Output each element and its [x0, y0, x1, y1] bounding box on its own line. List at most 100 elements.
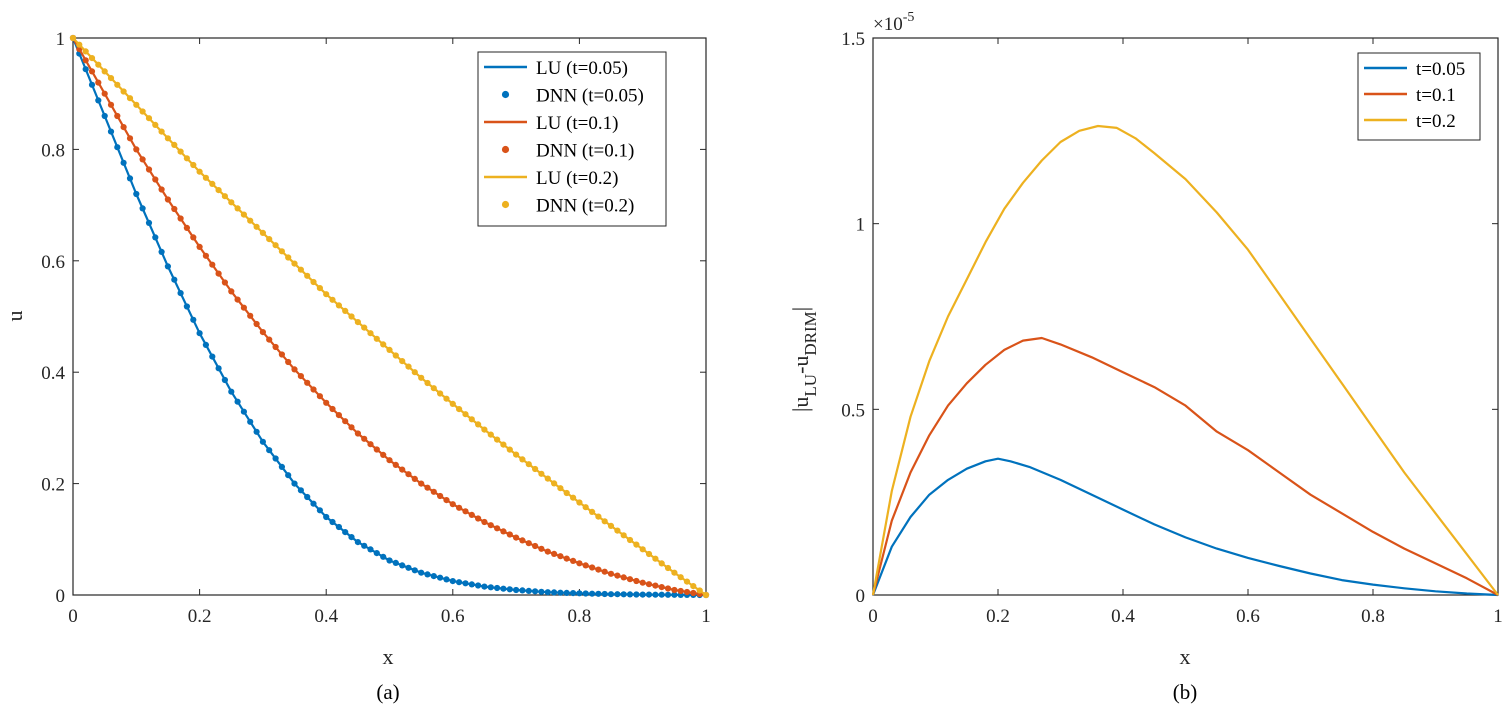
legend-entry-label: LU (t=0.2)	[536, 168, 618, 189]
data-point	[88, 55, 96, 62]
data-point	[114, 112, 121, 120]
data-point	[202, 174, 209, 181]
data-point	[285, 472, 292, 479]
data-point	[120, 88, 127, 95]
data-point	[152, 121, 159, 128]
data-point	[494, 584, 501, 592]
data-point	[247, 418, 254, 425]
series-dots-a-3	[69, 34, 710, 599]
data-point	[513, 451, 520, 458]
data-point	[589, 508, 596, 515]
data-point	[152, 234, 159, 241]
data-point	[677, 587, 684, 595]
exponent-power: -5	[903, 10, 915, 25]
data-point	[380, 341, 387, 348]
data-point	[538, 545, 545, 552]
data-point	[456, 579, 463, 586]
data-point	[228, 288, 235, 295]
data-point	[468, 511, 475, 518]
data-point	[253, 223, 260, 230]
data-point	[626, 536, 634, 544]
data-point	[82, 57, 89, 64]
data-point	[614, 572, 621, 579]
data-point	[240, 211, 247, 218]
x-tick-label: 0	[68, 606, 78, 627]
y-tick-label: 0.5	[841, 400, 865, 421]
data-point	[164, 196, 171, 203]
data-point	[500, 585, 507, 592]
data-point	[323, 399, 330, 406]
data-point	[310, 386, 317, 393]
data-point	[538, 588, 545, 595]
data-point	[171, 205, 178, 213]
data-point	[76, 41, 83, 48]
data-point	[82, 48, 89, 55]
legend-entry-label: t=0.05	[1416, 59, 1465, 80]
data-point	[164, 135, 171, 142]
data-point	[373, 550, 380, 557]
data-point	[557, 553, 564, 560]
panel-b-legend: t=0.05 t=0.1 t=0.2	[1357, 52, 1481, 141]
data-point	[367, 330, 374, 337]
data-point	[323, 513, 330, 521]
y-tick-label: 0.8	[41, 140, 65, 161]
legend-entry-label: DNN (t=0.2)	[536, 196, 634, 217]
data-point	[658, 591, 665, 598]
ylabel-part-3: |	[788, 307, 813, 311]
data-point	[487, 431, 494, 438]
data-point	[145, 166, 153, 173]
data-point	[620, 532, 627, 539]
legend-entry-label: DNN (t=0.1)	[536, 141, 634, 162]
data-point	[259, 438, 266, 445]
data-point	[171, 276, 178, 283]
data-point	[437, 492, 444, 500]
data-point	[101, 90, 108, 97]
data-point	[462, 580, 469, 587]
x-tick-label: 0.2	[188, 606, 212, 627]
data-point	[645, 550, 653, 558]
data-point	[532, 542, 539, 550]
ylabel-sub-drim: DRIM	[801, 311, 820, 355]
series-dots-a-5	[69, 34, 710, 599]
data-point	[234, 398, 241, 405]
data-point	[272, 242, 279, 249]
data-point	[190, 161, 197, 169]
data-point	[335, 302, 342, 309]
data-point	[380, 451, 387, 458]
data-point	[683, 588, 691, 596]
data-point	[532, 465, 539, 473]
data-point	[544, 589, 551, 596]
series-dots-a-1	[69, 34, 710, 599]
data-point	[304, 379, 311, 386]
data-point	[183, 224, 190, 231]
data-point	[69, 34, 77, 42]
data-point	[240, 304, 247, 311]
data-point	[354, 539, 361, 546]
data-point	[513, 534, 520, 541]
data-point	[95, 61, 102, 68]
data-point	[551, 550, 558, 558]
data-point	[114, 81, 121, 88]
data-point	[278, 463, 285, 470]
data-point	[164, 263, 171, 270]
data-point	[247, 217, 254, 224]
legend-box	[477, 51, 667, 227]
data-point	[576, 560, 583, 567]
data-point	[595, 513, 602, 520]
y-tick-label: 1	[56, 29, 66, 50]
data-point	[589, 590, 596, 597]
data-point	[177, 215, 184, 222]
data-point	[645, 591, 653, 598]
data-point	[411, 369, 418, 376]
ylabel-part-2: -u	[788, 356, 813, 374]
data-point	[209, 180, 216, 187]
legend-swatch-dot	[501, 200, 510, 209]
data-point	[456, 504, 463, 511]
y-tick-label: 0.6	[41, 252, 65, 273]
data-point	[139, 205, 146, 212]
data-point	[614, 527, 621, 534]
data-point	[139, 108, 146, 115]
data-point	[196, 243, 203, 250]
data-point	[399, 562, 406, 569]
data-point	[456, 406, 463, 413]
